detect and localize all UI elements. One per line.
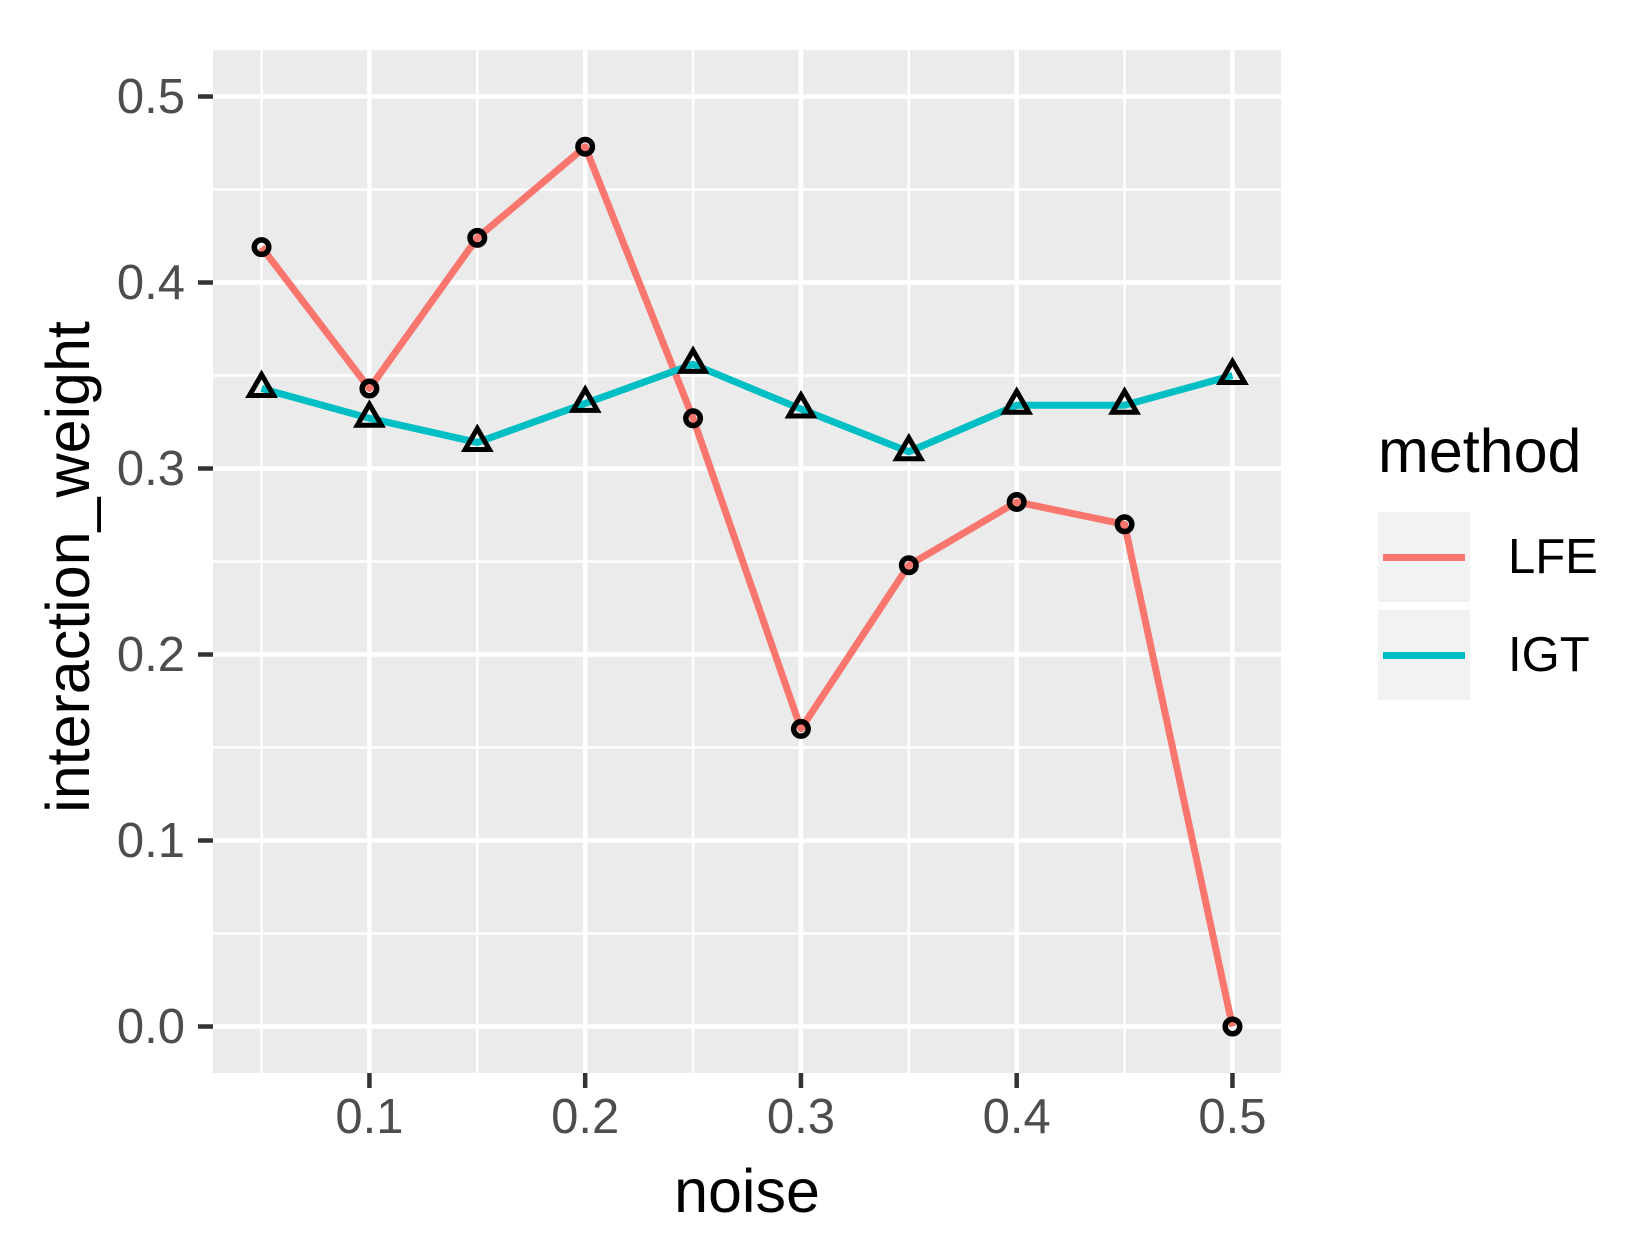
data-point-circle-lfe: [1222, 1016, 1243, 1037]
y-tick-label: 0.4: [116, 255, 185, 310]
data-point-circle-lfe: [359, 378, 380, 399]
legend-entries: LFE IGT: [1378, 512, 1598, 700]
data-point-triangle-igt: [352, 399, 386, 428]
y-tick-label: 0.2: [116, 627, 185, 682]
data-point-circle-lfe: [467, 227, 488, 248]
y-axis-title: interaction_weight: [34, 321, 102, 813]
x-tick-label: 0.4: [982, 1090, 1051, 1144]
data-point-triangle-igt: [568, 384, 602, 413]
legend-line-swatch: [1383, 651, 1465, 659]
series-line-lfe: [258, 143, 1236, 1028]
legend-key: [1378, 610, 1470, 700]
legend-entry-label: IGT: [1508, 628, 1590, 682]
legend-entry-label: LFE: [1508, 530, 1598, 584]
x-tick-label: 0.5: [1198, 1090, 1267, 1144]
x-tick-label: 0.3: [766, 1090, 835, 1144]
data-point-circle-lfe: [898, 555, 919, 576]
data-point-circle-lfe: [683, 408, 704, 429]
data-point-triangle-igt: [245, 369, 278, 399]
data-point-circle-lfe: [251, 237, 272, 258]
series-line-igt: [260, 360, 1234, 456]
x-tick-label: 0.2: [551, 1090, 620, 1144]
data-point-triangle-igt: [1108, 386, 1142, 415]
y-tick-label: 0.5: [116, 69, 185, 124]
y-tick-label: 0.3: [116, 441, 185, 496]
x-axis-title: noise: [674, 1157, 820, 1225]
legend: method LFE IGT: [1378, 414, 1598, 708]
legend-entry-lfe: LFE: [1378, 512, 1598, 602]
data-point-triangle-igt: [1000, 386, 1034, 415]
data-point-circle-lfe: [1006, 491, 1027, 512]
legend-line-swatch: [1383, 553, 1465, 561]
x-tick-label: 0.1: [335, 1090, 404, 1144]
legend-key: [1378, 512, 1470, 602]
data-point-circle-lfe: [575, 136, 596, 157]
data-point-circle-lfe: [1114, 514, 1135, 535]
y-tick-label: 0.0: [116, 999, 185, 1054]
data-point-triangle-igt: [892, 432, 926, 462]
data-point-triangle-igt: [1216, 356, 1249, 385]
data-point-triangle-igt: [676, 345, 710, 374]
data-point-triangle-igt: [784, 389, 818, 419]
data-point-circle-lfe: [790, 718, 811, 739]
data-point-triangle-igt: [460, 423, 494, 452]
legend-entry-igt: IGT: [1378, 610, 1598, 700]
legend-title: method: [1378, 417, 1582, 485]
y-tick-label: 0.1: [116, 813, 185, 868]
